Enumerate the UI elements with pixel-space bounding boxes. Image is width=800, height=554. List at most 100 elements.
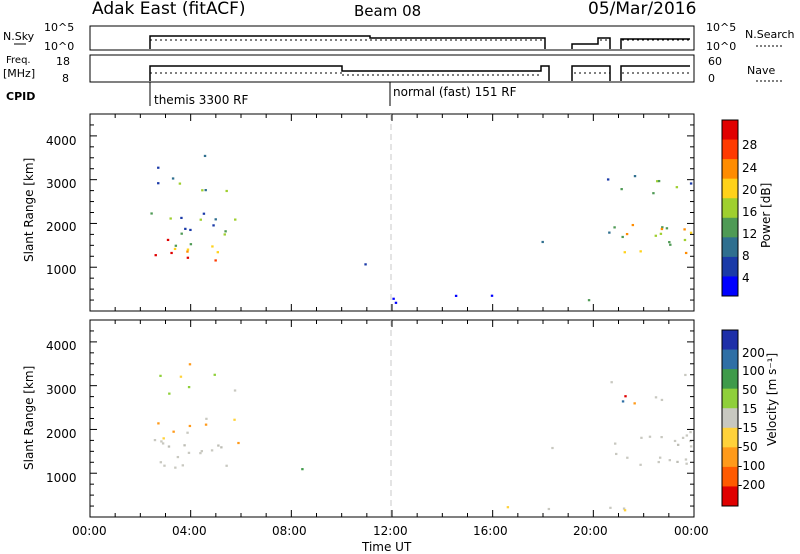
velocity-tick-marks: [89, 319, 695, 518]
range-time-cell: [668, 459, 672, 462]
range-time-cell: [639, 463, 642, 466]
range-time-cell: [187, 451, 191, 454]
range-time-cell: [162, 437, 165, 440]
range-time-cell: [204, 423, 208, 426]
range-time-cell: [454, 294, 458, 297]
colorbar-segment: [722, 198, 738, 219]
velocity-colorbar: [722, 330, 738, 507]
nave-trace: [150, 72, 690, 76]
vel-cbar-tick-15: 15: [742, 402, 757, 416]
range-time-cell: [640, 436, 643, 439]
vel-cbar-tick-200: 200: [742, 346, 765, 360]
range-time-cell: [233, 389, 237, 392]
nsky-tick-top: 10^5: [44, 21, 74, 34]
range-time-cell: [668, 241, 671, 244]
range-time-cell: [186, 256, 190, 259]
range-time-cell: [216, 251, 220, 254]
x-tick-0800: 08:00: [272, 524, 307, 538]
range-time-cell: [689, 231, 693, 234]
range-time-cell: [212, 224, 215, 227]
range-time-cell: [684, 373, 687, 377]
range-time-cell: [633, 402, 636, 405]
range-time-cell: [610, 381, 613, 384]
range-time-cell: [547, 507, 551, 511]
range-time-cell: [541, 240, 544, 244]
range-time-cell: [187, 386, 191, 389]
range-time-cell: [633, 175, 637, 178]
range-time-cell: [200, 450, 204, 453]
range-time-cell: [210, 449, 214, 452]
range-time-cell: [490, 294, 494, 297]
range-time-cell: [622, 507, 626, 510]
colorbar-segment: [722, 217, 738, 238]
colorbar-segment: [722, 447, 738, 468]
freq-tick-top: 18: [56, 55, 70, 68]
range-time-cell: [184, 227, 187, 230]
range-time-cell: [656, 180, 659, 183]
range-time-cell: [673, 439, 677, 443]
range-time-cell: [169, 217, 172, 220]
range-time-cell: [689, 182, 693, 185]
x-tick-1200: 12:00: [373, 524, 408, 538]
range-time-cell: [659, 232, 663, 235]
x-tick-0000: 00:00: [72, 524, 107, 538]
power-colorbar-frame: [721, 119, 739, 297]
range-time-cell: [623, 509, 627, 512]
range-time-cell: [660, 398, 664, 402]
x-tick-0400: 04:00: [172, 524, 207, 538]
range-time-cell: [683, 238, 687, 242]
range-time-cell: [211, 245, 214, 248]
nsky-panel: [89, 25, 695, 51]
range-time-cell: [224, 230, 227, 233]
colorbar-segment: [722, 486, 738, 507]
date-label: 05/Mar/2016: [588, 0, 696, 19]
nsearch-tick-bottom: 10^0: [706, 40, 736, 53]
velocity-plot-frame: [89, 319, 695, 518]
range-time-cell: [202, 212, 206, 215]
freq-tick-bottom: 8: [62, 72, 69, 85]
range-time-cell: [609, 506, 612, 509]
power-cbar-tick-16: 16: [742, 205, 757, 219]
range-time-cell: [689, 431, 692, 434]
range-time-cell: [204, 189, 207, 192]
range-time-cell: [154, 254, 157, 257]
beam-label: Beam 08: [354, 2, 421, 20]
range-time-cell: [174, 466, 177, 469]
colorbar-segment: [722, 369, 738, 390]
colorbar-segment: [722, 237, 738, 258]
range-time-cell: [223, 233, 226, 236]
range-time-cell: [159, 374, 162, 377]
power-cbar-tick-28: 28: [742, 138, 757, 152]
power-tick-marks: [89, 113, 695, 312]
range-time-cell: [657, 179, 661, 183]
range-time-cell: [178, 182, 182, 185]
range-time-cell: [225, 464, 228, 467]
colorbar-segment: [722, 159, 738, 180]
colorbar-segment: [722, 139, 738, 160]
x-tick-2000: 20:00: [573, 524, 608, 538]
cpid-label: CPID: [6, 90, 35, 103]
range-time-cell: [654, 396, 658, 399]
range-time-cell: [174, 244, 178, 247]
range-time-cell: [225, 189, 228, 193]
range-time-cell: [648, 435, 652, 438]
velocity-data-layer: [153, 363, 693, 512]
range-time-cell: [621, 400, 625, 403]
range-time-cell: [161, 442, 165, 445]
range-time-cell: [168, 392, 171, 395]
range-time-cell: [160, 440, 163, 443]
colorbar-segment: [722, 120, 738, 141]
range-time-cell: [621, 235, 624, 239]
range-time-cell: [157, 166, 160, 169]
vel-cbar-tick-neg50: -50: [738, 440, 758, 454]
colorbar-segment: [722, 256, 738, 277]
power-data-layer: [150, 154, 693, 304]
range-time-cell: [214, 218, 217, 221]
range-time-cell: [639, 250, 642, 253]
range-time-cell: [392, 297, 395, 300]
range-time-cell: [657, 460, 660, 464]
nsearch-label: N.Search: [745, 28, 795, 41]
range-time-cell: [163, 464, 166, 467]
range-time-cell: [214, 259, 217, 262]
